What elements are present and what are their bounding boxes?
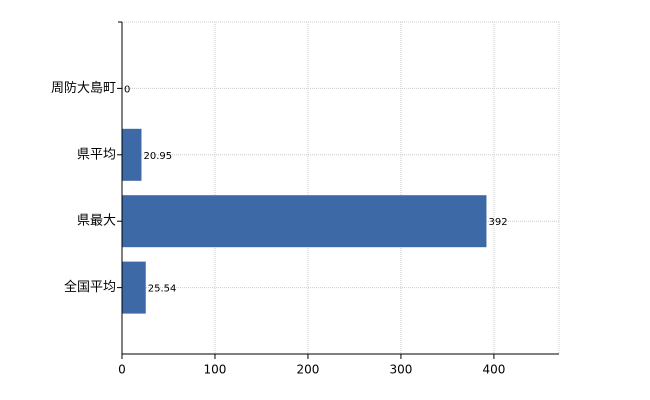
value-label: 0 — [124, 84, 130, 95]
x-tick-label: 300 — [389, 363, 412, 377]
value-label: 392 — [488, 217, 507, 228]
y-tick-label: 県平均 — [77, 147, 116, 162]
value-label: 20.95 — [143, 151, 172, 162]
bar — [122, 261, 146, 314]
x-tick-label: 400 — [482, 363, 505, 377]
y-tick-label: 周防大島町 — [51, 80, 116, 96]
y-tick-label: 全国平均 — [64, 279, 116, 295]
x-tick-label: 200 — [297, 363, 320, 377]
bar — [122, 195, 487, 248]
bar — [122, 128, 142, 181]
x-tick-label: 0 — [118, 363, 126, 377]
x-tick-label: 100 — [204, 363, 227, 377]
y-tick-label: 県最大 — [77, 214, 116, 229]
value-label: 25.54 — [148, 284, 177, 295]
